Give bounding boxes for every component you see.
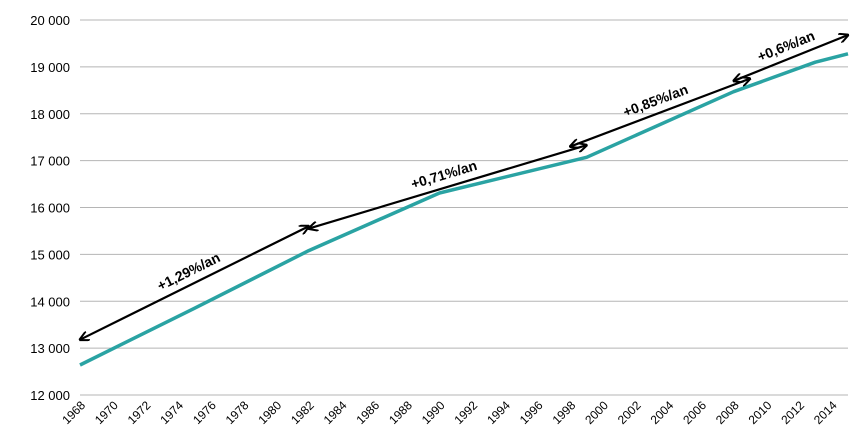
y-tick-label: 19 000: [30, 60, 70, 75]
growth-arrow: [570, 79, 750, 147]
growth-arrow: [80, 226, 309, 339]
x-tick-label: 1982: [288, 398, 317, 427]
x-tick-label: 1986: [353, 398, 382, 427]
series-line: [79, 52, 849, 367]
x-tick-label: 2006: [680, 398, 709, 427]
x-tick-label: 2004: [648, 398, 677, 427]
x-tick-label: 1996: [517, 398, 546, 427]
y-axis: 12 000 13 000 14 000 15 000 16 000 17 000 18 0…: [30, 13, 70, 403]
x-tick-label: 2002: [615, 398, 644, 427]
x-tick-label: 1972: [125, 398, 154, 427]
x-tick-label: 1988: [386, 398, 415, 427]
x-tick-label: 2014: [811, 398, 840, 427]
y-tick-label: 12 000: [30, 388, 70, 403]
x-tick-label: 1990: [419, 398, 448, 427]
x-tick-label: 2010: [746, 398, 775, 427]
x-tick-label: 2012: [778, 398, 807, 427]
x-tick-label: 2000: [582, 398, 611, 427]
x-tick-label: 1998: [550, 398, 579, 427]
x-tick-label: 1970: [92, 398, 121, 427]
x-axis: 1968 1970 1972 1974 1976 1978 1980 1982 1984 1986…: [59, 398, 840, 427]
x-tick-label: 1984: [321, 398, 350, 427]
gridlines: [80, 19, 848, 396]
x-tick-label: 2008: [713, 398, 742, 427]
x-tick-label: 1974: [157, 398, 186, 427]
annotations: +1,29%/an+0,71%/an+0,85%/an+0,6%/an: [80, 27, 848, 339]
x-tick-label: 1976: [190, 398, 219, 427]
x-tick-label: 1980: [255, 398, 284, 427]
growth-arrow: [734, 35, 848, 81]
x-tick-label: 1992: [452, 398, 481, 427]
y-tick-label: 20 000: [30, 13, 70, 28]
growth-arrow: [309, 145, 587, 228]
y-tick-label: 13 000: [30, 341, 70, 356]
x-tick-label: 1994: [484, 398, 513, 427]
series-layer: [79, 52, 849, 367]
y-tick-label: 15 000: [30, 247, 70, 262]
y-tick-label: 17 000: [30, 154, 70, 169]
y-tick-label: 18 000: [30, 107, 70, 122]
y-tick-label: 14 000: [30, 294, 70, 309]
x-tick-label: 1978: [223, 398, 252, 427]
y-tick-label: 16 000: [30, 201, 70, 216]
